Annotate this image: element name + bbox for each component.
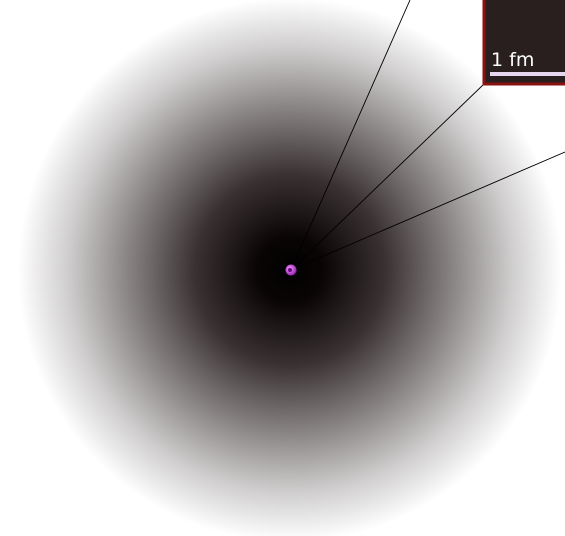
scale-bar	[490, 72, 565, 76]
leader-lines	[290, 0, 565, 271]
inset-frame	[482, 0, 565, 86]
leader-line-middle	[290, 83, 485, 271]
nucleus-core	[288, 268, 292, 272]
leader-line-bottom	[290, 151, 565, 271]
scale-bar-label: 1 fm	[491, 49, 534, 71]
nucleus-inset: 1 fm	[482, 0, 565, 86]
leader-line-top	[290, 0, 411, 271]
